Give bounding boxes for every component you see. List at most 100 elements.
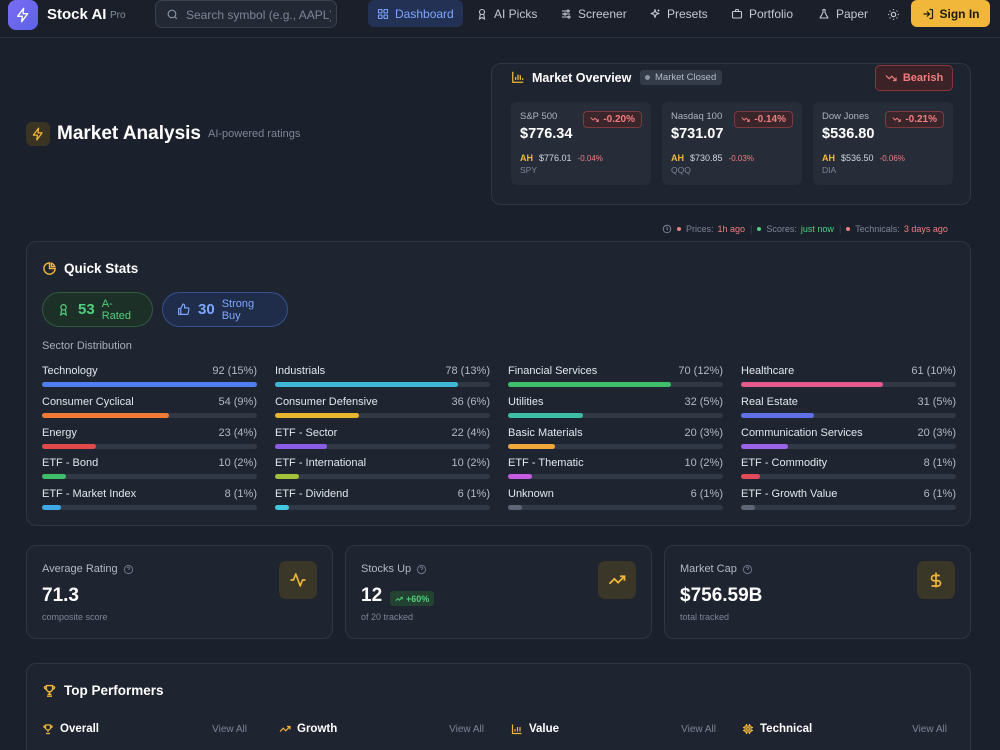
ah-price: $536.50	[841, 153, 874, 163]
sector-bar-track	[275, 505, 490, 510]
sign-in-button[interactable]: Sign In	[911, 0, 990, 27]
sector-row[interactable]: ETF - Sector 22 (4%)	[275, 427, 490, 449]
award-icon	[476, 8, 488, 20]
sector-row[interactable]: ETF - Bond 10 (2%)	[42, 457, 257, 479]
sector-bar-fill	[741, 413, 814, 418]
nav-screener[interactable]: Screener	[551, 0, 636, 27]
scores-value: just now	[800, 224, 834, 234]
stocks-up-badge-text: +60%	[406, 593, 430, 604]
performers-column-value: Value View All	[511, 723, 716, 739]
sector-count: 10 (2%)	[218, 457, 257, 469]
average-rating-label: Average Rating	[42, 563, 118, 575]
nav-portfolio[interactable]: Portfolio	[722, 0, 802, 27]
sliders-icon	[560, 8, 572, 20]
sector-count: 10 (2%)	[451, 457, 490, 469]
trending-up-icon	[279, 723, 291, 735]
sector-name: Consumer Defensive	[275, 396, 378, 408]
sector-row[interactable]: ETF - Dividend 6 (1%)	[275, 488, 490, 510]
activity-icon	[279, 561, 317, 599]
sector-bar-fill	[741, 505, 755, 510]
index-name: S&P 500	[520, 111, 558, 122]
sector-row[interactable]: Consumer Cyclical 54 (9%)	[42, 396, 257, 418]
stocks-up-card: Stocks Up 12 +60% of 20 tracked	[345, 545, 652, 639]
pie-chart-icon	[42, 261, 57, 276]
sector-bar-fill	[42, 474, 66, 479]
column-label: Value	[529, 723, 560, 735]
help-circle-icon[interactable]	[742, 564, 753, 575]
sector-row[interactable]: ETF - Commodity 8 (1%)	[741, 457, 956, 479]
sector-count: 6 (1%)	[457, 488, 490, 500]
view-all-link[interactable]: View All	[681, 724, 716, 735]
sector-row[interactable]: ETF - International 10 (2%)	[275, 457, 490, 479]
after-hours-row: AH $776.01 -0.04%	[520, 153, 603, 163]
technicals-label: Technicals:	[855, 224, 900, 234]
market-status-badge: Market Closed	[640, 70, 723, 85]
sector-row[interactable]: Financial Services 70 (12%)	[508, 365, 723, 387]
sector-row[interactable]: Consumer Defensive 36 (6%)	[275, 396, 490, 418]
sector-bar-fill	[741, 382, 883, 387]
bolt-icon	[26, 122, 50, 146]
log-in-icon	[922, 8, 934, 20]
sector-row[interactable]: Utilities 32 (5%)	[508, 396, 723, 418]
index-card-sp500[interactable]: S&P 500 $776.34 -0.20% AH $776.01 -0.04%…	[511, 102, 651, 185]
sector-row[interactable]: Communication Services 20 (3%)	[741, 427, 956, 449]
sector-row[interactable]: Energy 23 (4%)	[42, 427, 257, 449]
sector-name: ETF - Market Index	[42, 488, 137, 500]
top-nav: Stock AI Pro Dashboard AI Picks Screener…	[0, 0, 1000, 38]
sector-name: ETF - International	[275, 457, 367, 469]
sector-count: 78 (13%)	[445, 365, 490, 377]
sector-count: 32 (5%)	[684, 396, 723, 408]
strong-buy-pill[interactable]: 30 Strong Buy	[162, 292, 288, 327]
sector-count: 36 (6%)	[451, 396, 490, 408]
view-all-link[interactable]: View All	[212, 724, 247, 735]
prices-value: 1h ago	[717, 224, 746, 234]
sector-row[interactable]: Technology 92 (15%)	[42, 365, 257, 387]
sector-row[interactable]: ETF - Market Index 8 (1%)	[42, 488, 257, 510]
help-circle-icon[interactable]	[123, 564, 134, 575]
index-card-nasdaq[interactable]: Nasdaq 100 $731.07 -0.14% AH $730.85 -0.…	[662, 102, 802, 185]
nav-presets[interactable]: Presets	[640, 0, 717, 27]
nav-presets-label: Presets	[667, 6, 708, 21]
sun-icon[interactable]	[884, 5, 902, 23]
view-all-link[interactable]: View All	[912, 724, 947, 735]
sector-count: 22 (4%)	[451, 427, 490, 439]
sector-bar-track	[508, 505, 723, 510]
search-box[interactable]	[155, 0, 337, 28]
column-header: Technical	[742, 723, 812, 735]
brand-name[interactable]: Stock AI	[47, 6, 107, 23]
nav-ai-picks[interactable]: AI Picks	[467, 0, 546, 27]
sector-row[interactable]: Basic Materials 20 (3%)	[508, 427, 723, 449]
a-rated-pill[interactable]: 53 A-Rated	[42, 292, 153, 327]
sector-bar-track	[275, 444, 490, 449]
logo-bolt-icon[interactable]	[8, 0, 38, 30]
sector-name: ETF - Commodity	[741, 457, 828, 469]
brand-badge: Pro	[110, 10, 126, 21]
sector-row[interactable]: Industrials 78 (13%)	[275, 365, 490, 387]
sector-row[interactable]: ETF - Thematic 10 (2%)	[508, 457, 723, 479]
sector-bar-fill	[275, 382, 458, 387]
index-card-dow[interactable]: Dow Jones $536.80 -0.21% AH $536.50 -0.0…	[813, 102, 953, 185]
sector-row[interactable]: ETF - Growth Value 6 (1%)	[741, 488, 956, 510]
sector-name: ETF - Growth Value	[741, 488, 838, 500]
market-cap-card: Market Cap $756.59B total tracked	[664, 545, 971, 639]
ah-price: $730.85	[690, 153, 723, 163]
sector-row[interactable]: Real Estate 31 (5%)	[741, 396, 956, 418]
nav-dashboard[interactable]: Dashboard	[368, 0, 463, 27]
sector-bar-fill	[275, 474, 299, 479]
help-circle-icon[interactable]	[416, 564, 427, 575]
a-rated-count: 53	[78, 301, 95, 318]
clock-icon	[662, 224, 672, 234]
view-all-link[interactable]: View All	[449, 724, 484, 735]
market-cap-title: Market Cap	[680, 563, 753, 575]
quick-stats-panel: Quick Stats 53 A-Rated 30 Strong Buy Sec…	[26, 241, 971, 526]
sector-bar-track	[275, 413, 490, 418]
search-input[interactable]	[186, 6, 331, 23]
average-rating-title: Average Rating	[42, 563, 134, 575]
sector-count: 10 (2%)	[684, 457, 723, 469]
performers-column-growth: Growth View All	[279, 723, 484, 739]
nav-paper[interactable]: Paper	[809, 0, 877, 27]
sector-row[interactable]: Healthcare 61 (10%)	[741, 365, 956, 387]
sector-row[interactable]: Unknown 6 (1%)	[508, 488, 723, 510]
average-rating-sub: composite score	[42, 612, 108, 622]
sentiment-badge[interactable]: Bearish	[875, 65, 953, 91]
